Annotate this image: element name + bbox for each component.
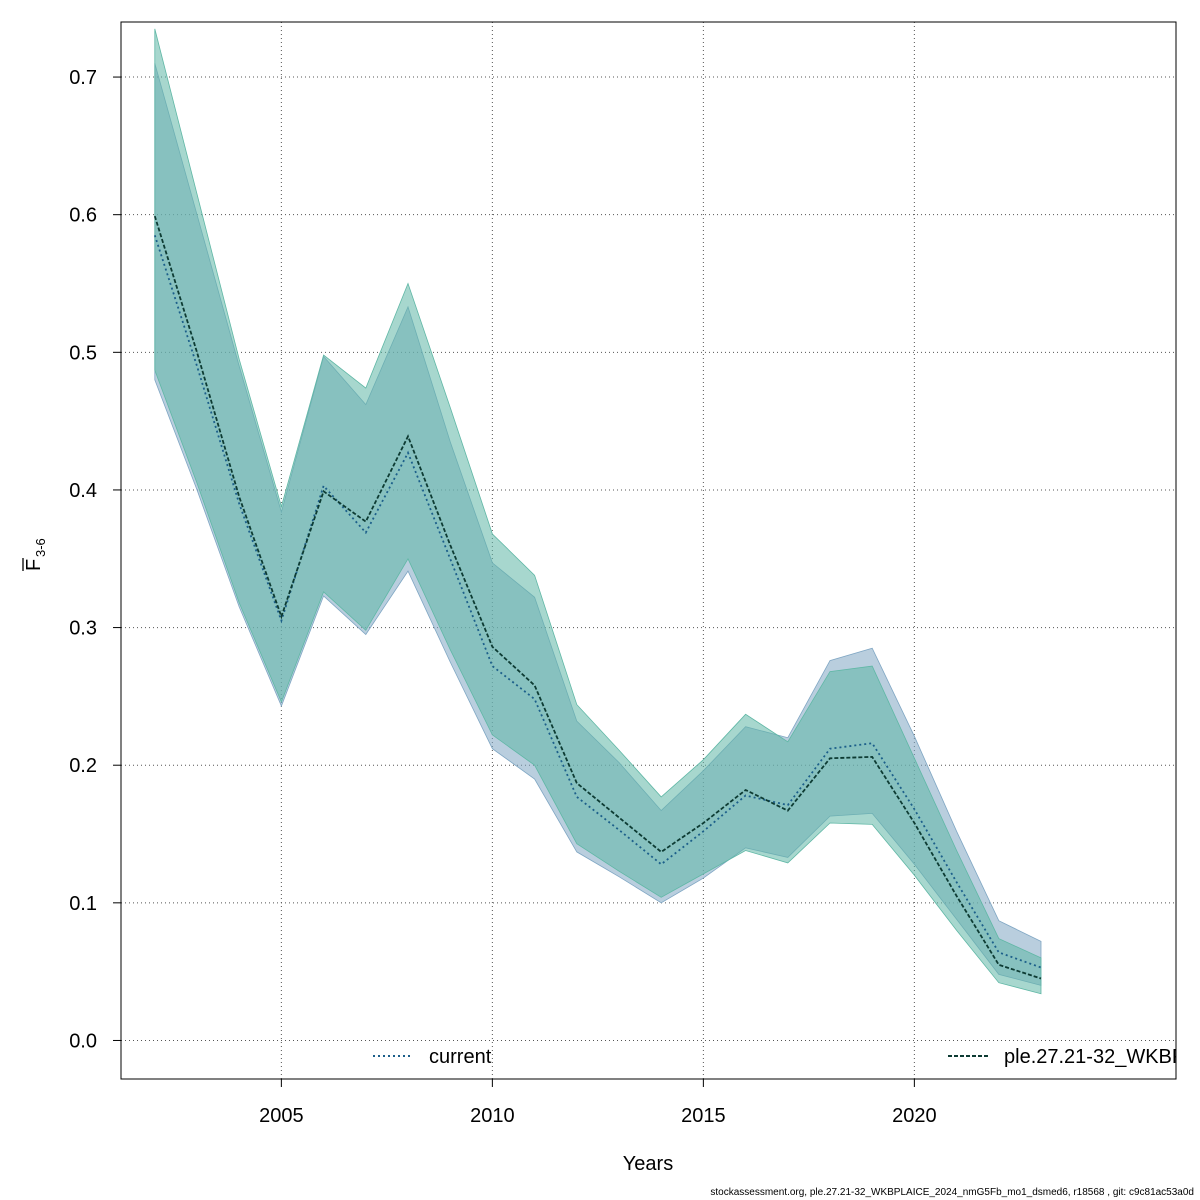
confidence-band-2	[154, 28, 1042, 995]
footer-credit: stockassessment.org, ple.27.21-32_WKBPLA…	[710, 1187, 1194, 1198]
x-tick-label: 2015	[681, 1105, 726, 1127]
confidence-bands	[154, 28, 1042, 995]
y-axis: 0.0 0.1 0.2 0.3 0.4 0.5 0.6 0.7	[69, 67, 121, 1052]
x-axis: 2005 2010 2015 2020	[259, 1079, 937, 1127]
y-tick-label: 0.3	[69, 618, 97, 640]
legend-label-2: ple.27.21-32_WKBP	[1004, 1046, 1185, 1068]
x-tick-label: 2020	[892, 1105, 937, 1127]
y-tick-label: 0.7	[69, 67, 97, 89]
y-axis-title-main: F	[23, 559, 45, 571]
y-tick-label: 0.2	[69, 755, 97, 777]
plot-frame	[120, 21, 1177, 1080]
y-axis-title: F 3-6	[22, 538, 48, 571]
x-tick-label: 2010	[470, 1105, 515, 1127]
y-axis-title-sub: 3-6	[33, 538, 48, 557]
legend-label-1: current	[429, 1046, 492, 1068]
series-line-2	[153, 215, 1042, 980]
y-tick-label: 0.6	[69, 205, 97, 227]
x-tick-label: 2005	[259, 1105, 304, 1127]
y-tick-label: 0.0	[69, 1030, 97, 1052]
x-axis-title: Years	[623, 1153, 673, 1175]
y-tick-label: 0.1	[69, 893, 97, 915]
y-tick-label: 0.5	[69, 342, 97, 364]
legend: current ple.27.21-32_WKBP	[373, 1046, 1185, 1068]
y-tick-label: 0.4	[69, 480, 97, 502]
series-lines	[153, 215, 1042, 980]
